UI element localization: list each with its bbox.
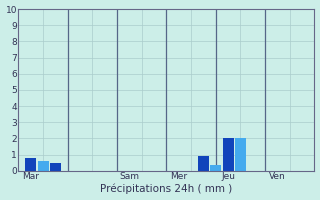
- Bar: [223, 138, 234, 171]
- Bar: [50, 163, 61, 171]
- Bar: [210, 165, 221, 171]
- Bar: [37, 161, 49, 171]
- Bar: [235, 138, 246, 171]
- Bar: [25, 158, 36, 171]
- Bar: [198, 156, 209, 171]
- X-axis label: Précipitations 24h ( mm ): Précipitations 24h ( mm ): [100, 184, 233, 194]
